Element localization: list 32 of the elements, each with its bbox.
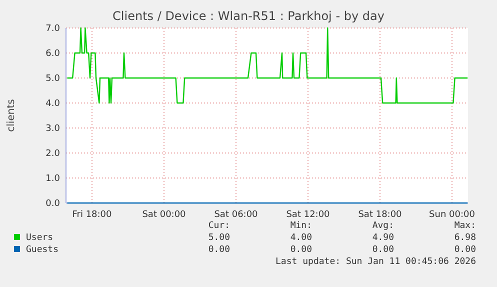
text: Avg: <box>372 221 394 231</box>
x-tick-label: Sat 06:00 <box>214 210 258 220</box>
y-tick-label: 1.0 <box>46 174 60 184</box>
chart-title: Clients / Device : Wlan-R51 : Parkhoj - by day <box>112 9 384 23</box>
text: 5.00 <box>208 233 230 243</box>
text: 0.00 <box>290 245 312 255</box>
x-tick-label: Fri 18:00 <box>72 210 112 220</box>
legend-label: Users <box>26 233 54 243</box>
y-tick-label: 3.0 <box>46 124 60 134</box>
legend-label: Guests <box>26 245 59 255</box>
y-axis-title: clients <box>6 99 17 132</box>
text: Min: <box>290 221 312 231</box>
x-tick-label: Sun 00:00 <box>429 210 476 220</box>
text: 0.00 <box>208 245 230 255</box>
text: 0.00 <box>454 245 476 255</box>
y-tick-label: 7.0 <box>46 24 60 34</box>
text: 4.90 <box>372 233 394 243</box>
y-tick-label: 4.0 <box>46 99 60 110</box>
text: Cur: <box>208 221 230 231</box>
y-tick-label: 2.0 <box>46 149 60 160</box>
y-tick-label: 6.0 <box>46 49 60 60</box>
text: Max: <box>454 221 476 231</box>
text: 6.98 <box>454 233 476 243</box>
line-series <box>66 27 468 104</box>
text: 0.00 <box>372 245 394 255</box>
x-tick-label: Sat 00:00 <box>142 210 186 220</box>
x-tick-label: Sat 12:00 <box>286 210 330 220</box>
y-tick-label: 5.0 <box>46 74 60 84</box>
x-tick-label: Sat 18:00 <box>358 210 402 220</box>
y-tick-label: 0.0 <box>46 199 60 210</box>
text: Last update: Sun Jan 11 00:45:06 2026 <box>276 257 476 267</box>
text: 4.00 <box>290 233 312 243</box>
